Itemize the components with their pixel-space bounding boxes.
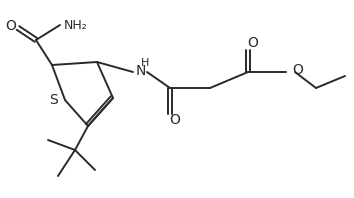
Text: O: O <box>6 19 16 33</box>
Text: NH₂: NH₂ <box>64 18 88 31</box>
Text: N: N <box>136 64 146 78</box>
Text: O: O <box>247 36 258 50</box>
Text: H: H <box>141 58 149 68</box>
Text: O: O <box>292 63 303 77</box>
Text: S: S <box>49 93 58 107</box>
Text: O: O <box>170 113 181 127</box>
